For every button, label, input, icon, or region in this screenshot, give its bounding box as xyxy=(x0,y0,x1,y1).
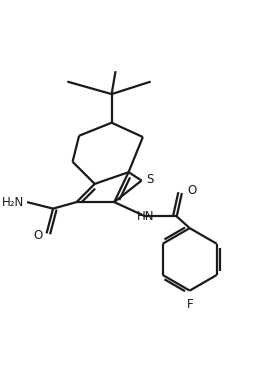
Text: HN: HN xyxy=(137,210,154,223)
Text: O: O xyxy=(33,229,43,242)
Text: O: O xyxy=(188,185,197,197)
Text: H₂N: H₂N xyxy=(2,196,25,208)
Text: F: F xyxy=(186,298,193,312)
Text: S: S xyxy=(146,173,154,186)
